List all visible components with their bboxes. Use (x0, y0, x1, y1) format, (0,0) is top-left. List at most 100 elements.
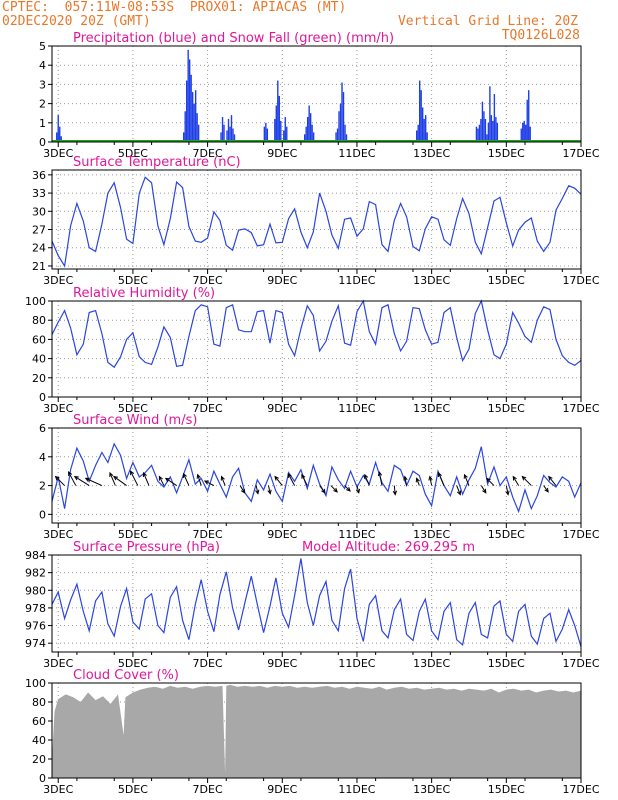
humidity-title: Relative Humidity (%) (73, 286, 215, 301)
y-tick-label: 21 (32, 260, 46, 273)
precip-bar (265, 122, 267, 142)
y-tick-label: 1 (39, 117, 46, 130)
wind-arrow (255, 485, 259, 494)
precip-bar (495, 117, 497, 142)
y-tick-label: 6 (39, 422, 46, 435)
wind-arrow (55, 476, 65, 486)
y-tick-label: 976 (25, 620, 46, 633)
wind-arrow (109, 472, 116, 486)
x-tick-label: 15DEC (488, 402, 525, 415)
precip-bar (278, 95, 280, 142)
precip-bar (336, 128, 339, 142)
y-tick-label: 0 (39, 508, 46, 521)
x-tick-label: 13DEC (413, 528, 450, 541)
chart-header: CPTEC: 057:11W-08:53S PROX01: APIACAS (M… (0, 0, 618, 46)
wind-arrowhead (142, 471, 147, 477)
precip-bar (191, 92, 194, 142)
precip-bar (306, 117, 309, 142)
precip-bar (197, 124, 200, 142)
wind-arrow (130, 470, 139, 486)
precip-bar (194, 90, 197, 142)
wind-arrowhead (255, 489, 260, 495)
precip-bar (484, 118, 487, 142)
x-tick-label: 9DEC (267, 274, 297, 287)
x-tick-label: 9DEC (267, 402, 297, 415)
x-tick-label: 9DEC (267, 657, 297, 670)
wind-arrowhead (54, 475, 60, 481)
x-tick-label: 5DEC (118, 783, 148, 796)
precip-bar (305, 126, 307, 142)
x-tick-label: 3DEC (43, 274, 73, 287)
x-tick-label: 9DEC (267, 528, 297, 541)
wind-arrowhead (321, 488, 326, 494)
x-tick-label: 11DEC (338, 147, 375, 160)
precip-bar (345, 134, 348, 142)
precip-bar (184, 111, 186, 142)
x-tick-label: 13DEC (413, 147, 450, 160)
precip-bar (220, 132, 222, 142)
wind-arrow (183, 473, 190, 486)
panel-temperature: 21 24 27 30 33 36 3DEC 5DEC 7DEC 9DEC 11DEC 13DEC 15… (32, 155, 600, 287)
precip-bar (520, 128, 522, 142)
precip-bar (263, 126, 266, 142)
precip-bar (196, 113, 198, 142)
precip-bar (496, 122, 499, 142)
wind-arrow (404, 476, 408, 486)
y-tick-label: 0 (39, 772, 46, 785)
precip-bar (232, 128, 234, 142)
y-tick-label: 982 (25, 567, 46, 580)
x-tick-label: 17DEC (562, 657, 599, 670)
wind-arrowhead (505, 490, 510, 496)
x-tick-label: 15DEC (488, 783, 525, 796)
x-tick-label: 15DEC (488, 528, 525, 541)
y-tick-label: 100 (25, 677, 46, 690)
wind-arrowhead (346, 487, 351, 492)
precip-bar (338, 111, 340, 142)
wind-vectors (54, 470, 557, 496)
x-tick-label: 11DEC (338, 528, 375, 541)
precip-bar (480, 118, 482, 142)
wind-arrow (143, 472, 150, 486)
wind-arrow (393, 485, 396, 495)
wind-arrowhead (158, 475, 163, 481)
precip-bar (277, 80, 279, 142)
wind-arrowhead (203, 480, 209, 485)
precip-bar (221, 117, 224, 142)
wind-title: Surface Wind (m/s) (73, 413, 197, 428)
x-tick-label: 3DEC (43, 528, 73, 541)
humidity-series-1-line (51, 299, 582, 369)
y-tick-label: 100 (25, 295, 46, 308)
x-tick-label: 3DEC (43, 783, 73, 796)
y-tick-label: 27 (32, 224, 46, 237)
precip-bar (284, 117, 286, 142)
y-tick-label: 80 (32, 696, 46, 709)
precip-bar (523, 120, 525, 142)
wind-arrowhead (68, 471, 73, 477)
precip-bar (522, 122, 524, 142)
x-tick-label: 13DEC (413, 402, 450, 415)
panel-wind: 0 2 4 6 3DEC 5DEC 7DEC 9DEC 11DEC 13DEC 15DEC 17DEC… (39, 413, 600, 541)
precipitation-title: Precipitation (blue) and Snow Fall (gree… (73, 31, 394, 46)
x-tick-label: 3DEC (43, 657, 73, 670)
precip-bar (342, 92, 345, 142)
wind-arrowhead (463, 473, 468, 479)
pressure-series-1-line (51, 558, 582, 647)
precip-bar (286, 126, 288, 142)
wind-arrowhead (267, 489, 272, 495)
precip-bar (335, 132, 337, 142)
x-tick-label: 3DEC (43, 402, 73, 415)
x-tick-label: 5DEC (118, 402, 148, 415)
x-tick-label: 13DEC (413, 657, 450, 670)
wind-arrowhead (512, 475, 517, 481)
wind-arrow (287, 473, 296, 486)
cloud-cover-frame (51, 682, 582, 779)
precip-bar (308, 105, 310, 142)
wind-arrowhead (196, 473, 201, 479)
wind-arrow (429, 476, 433, 486)
wind-arrowhead (428, 475, 433, 481)
pressure-frame (51, 554, 582, 653)
wind-arrowhead (364, 473, 369, 479)
precip-bar (283, 130, 285, 142)
precip-bar (475, 126, 478, 142)
wind-arrowhead (73, 475, 79, 481)
